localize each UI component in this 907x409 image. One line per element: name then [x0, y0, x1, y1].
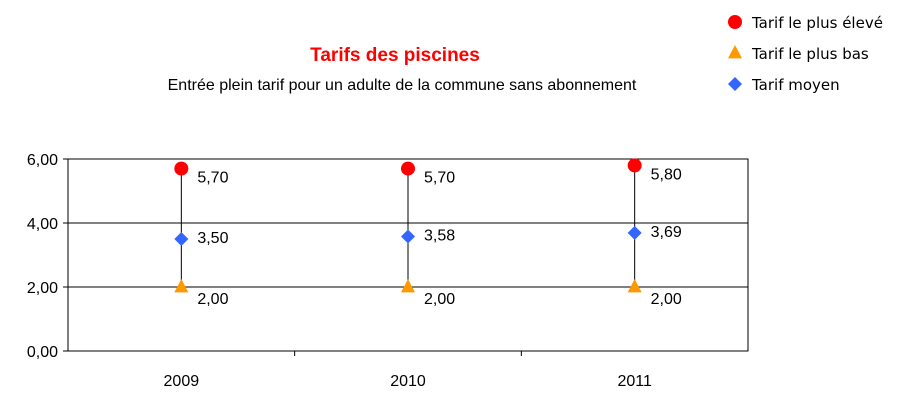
data-label: 3,69 [651, 224, 682, 241]
data-label: 5,70 [197, 170, 228, 187]
data-label: 5,70 [424, 170, 455, 187]
legend-diamond-icon [728, 77, 742, 91]
chart-title: Tarifs des piscines [310, 45, 480, 66]
y-tick-label: 0,00 [27, 344, 58, 361]
data-label: 3,50 [197, 230, 228, 247]
y-tick-label: 6,00 [27, 152, 58, 169]
legend-entry-label: Tarif le plus élevé [751, 14, 883, 32]
y-tick-label: 4,00 [27, 216, 58, 233]
data-point [627, 158, 642, 173]
x-tick-label: 2009 [164, 373, 200, 390]
legend-entry-label: Tarif moyen [751, 76, 840, 94]
data-point [627, 225, 642, 240]
data-point [401, 229, 415, 244]
plot-area: 0,00 2,00 4,00 6,00 2009 2010 2011 5,70 5,70 5,80… [27, 152, 749, 390]
legend-triangle-icon [728, 45, 742, 59]
data-label: 3,58 [424, 227, 455, 244]
data-point [174, 232, 189, 246]
data-label: 5,80 [651, 166, 682, 183]
legend: Tarif le plus élevé Tarif le plus bas Tari… [728, 14, 883, 94]
x-tick-label: 2010 [390, 373, 426, 390]
data-point [174, 279, 189, 293]
chart-subtitle: Entrée plein tarif pour un adulte de la … [168, 77, 637, 94]
data-point [401, 161, 415, 176]
x-tick-label: 2011 [617, 373, 652, 390]
data-point [401, 279, 415, 293]
data-label: 2,00 [651, 291, 682, 308]
data-point [627, 279, 642, 293]
legend-entry-label: Tarif le plus bas [751, 45, 869, 63]
data-label: 2,00 [197, 291, 228, 308]
legend-circle-icon [728, 15, 742, 29]
y-tick-label: 2,00 [27, 280, 58, 297]
data-label: 2,00 [424, 291, 455, 308]
data-point [174, 161, 189, 176]
